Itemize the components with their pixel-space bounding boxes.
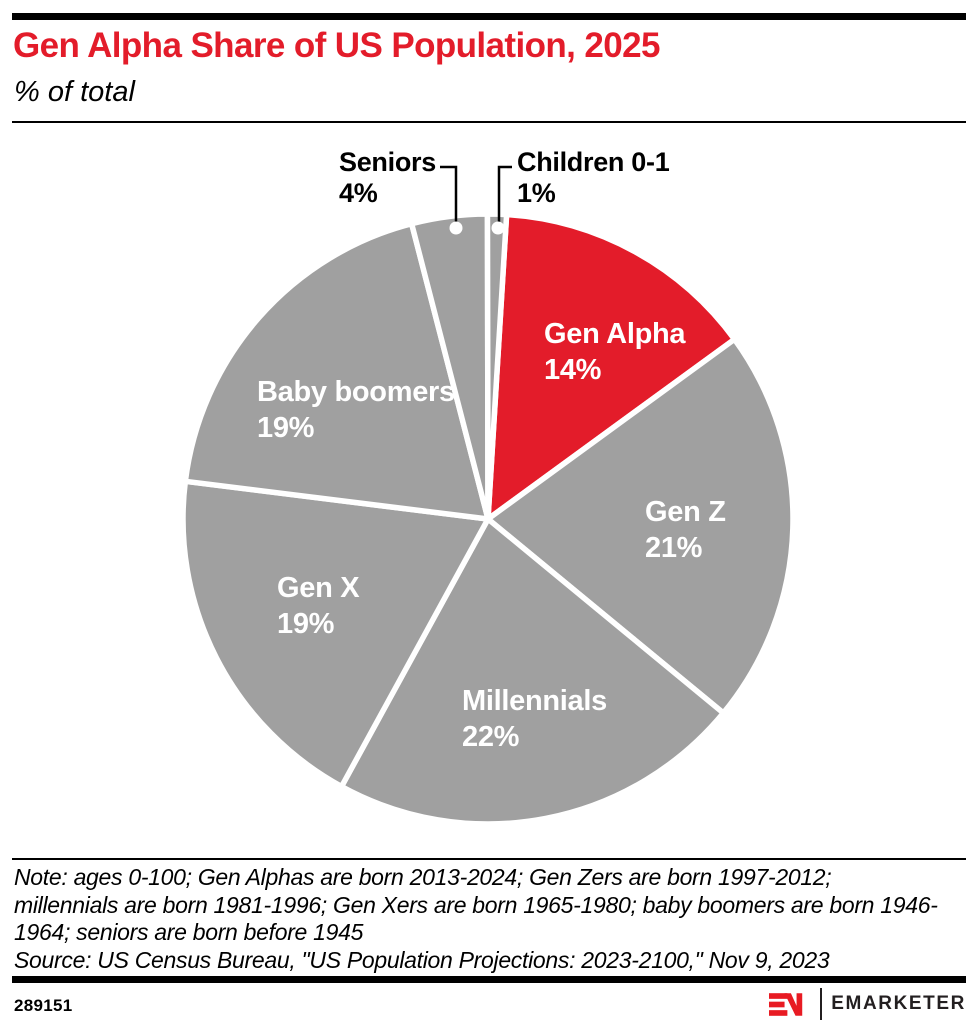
pie-slice-children-0-1	[484, 211, 510, 522]
slice-label-name: Baby boomers	[257, 376, 455, 408]
slice-label-gen-z: Gen Z 21%	[645, 494, 726, 566]
chart-id: 289151	[14, 996, 73, 1015]
pie-slice-gen-alpha	[485, 211, 738, 522]
callout-seniors-name: Seniors	[339, 147, 436, 177]
callout-seniors-value: 4%	[339, 178, 378, 208]
slice-label-gen-alpha: Gen Alpha 14%	[544, 316, 686, 388]
callout-children-name: Children 0-1	[517, 147, 670, 177]
note-line: Note: ages 0-100; Gen Alphas are born 20…	[14, 864, 832, 890]
header-rule	[12, 121, 966, 123]
em-monogram-icon	[769, 992, 803, 1016]
children-leader-line	[497, 165, 512, 224]
slice-label-gen-x: Gen X 19%	[277, 570, 360, 642]
pie-slices	[180, 211, 796, 827]
slice-label-millennials: Millennials 22%	[462, 683, 607, 755]
callout-children-value: 1%	[517, 178, 556, 208]
slice-label-value: 14%	[544, 354, 602, 386]
note-line: 1964; seniors are born before 1945	[14, 919, 364, 945]
top-rule	[12, 13, 966, 20]
footer-rule	[12, 976, 966, 983]
note-block: Note: ages 0-100; Gen Alphas are born 20…	[14, 864, 938, 974]
chart-title: Gen Alpha Share of US Population, 2025	[13, 26, 660, 65]
pie-slice-millennials	[338, 516, 727, 827]
note-rule	[12, 858, 966, 860]
slice-label-value: 21%	[645, 532, 703, 564]
slice-label-name: Gen X	[277, 572, 360, 604]
slice-label-value: 22%	[462, 721, 520, 753]
chart-subtitle: % of total	[14, 76, 135, 108]
callout-children: Children 0-1 1%	[517, 147, 670, 209]
slice-label-name: Gen Z	[645, 496, 726, 528]
note-line: millennials are born 1981-1996; Gen Xers…	[14, 891, 938, 918]
pie-slice-gen-x	[180, 478, 491, 790]
slice-label-baby-boomers: Baby boomers 19%	[257, 374, 455, 446]
pie-chart: Seniors 4% Children 0-1 1% Gen Alpha 14%…	[0, 124, 980, 858]
children-leader-dot	[491, 221, 505, 235]
brand-wordmark: EMARKETER	[831, 993, 966, 1014]
pie-slice-baby-boomers	[182, 220, 491, 522]
pie-svg	[180, 165, 796, 827]
slice-label-name: Millennials	[462, 685, 607, 717]
seniors-leader-line	[440, 165, 458, 224]
slice-label-value: 19%	[277, 608, 335, 640]
pie-slice-gen-z	[485, 336, 796, 716]
slice-label-name: Gen Alpha	[544, 318, 686, 350]
callout-seniors: Seniors 4%	[339, 147, 436, 209]
logo-divider	[820, 988, 823, 1020]
slice-label-value: 19%	[257, 412, 315, 444]
emarketer-logo: EMARKETER	[769, 987, 966, 1021]
seniors-leader-dot	[449, 221, 463, 235]
source-line: Source: US Census Bureau, "US Population…	[14, 946, 830, 973]
